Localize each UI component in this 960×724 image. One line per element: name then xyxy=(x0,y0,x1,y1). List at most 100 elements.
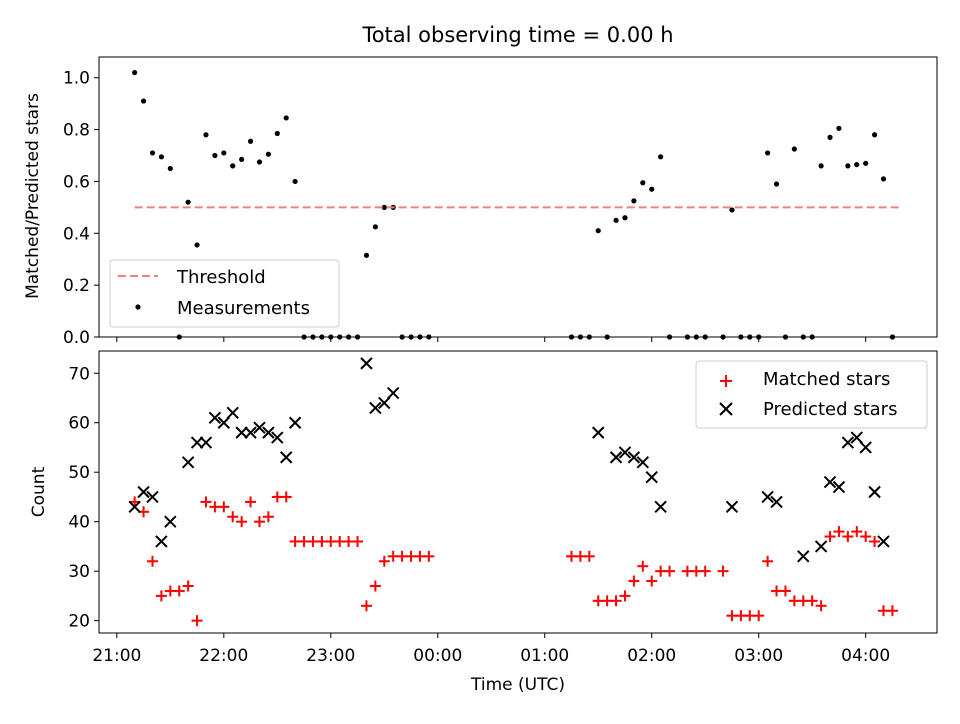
measurement-point xyxy=(836,125,842,131)
predicted-star-point xyxy=(217,416,231,429)
predicted-star-point xyxy=(645,470,658,484)
predicted-star-mark-b xyxy=(654,500,667,514)
predicted-star-point xyxy=(271,431,284,444)
predicted-star-mark-b xyxy=(199,436,213,449)
predicted-star-point xyxy=(226,406,239,420)
matched-star-point xyxy=(423,550,435,562)
matched-star-point xyxy=(762,555,774,567)
predicted-star-point xyxy=(360,357,373,370)
matched-star-point xyxy=(253,516,265,528)
bottom-y-tick-label: 20 xyxy=(68,612,90,632)
matched-star-point xyxy=(851,526,863,538)
predicted-star-point xyxy=(208,411,222,424)
top-y-tick-label: 0.6 xyxy=(63,172,90,192)
bottom-x-axis: 21:00 22:00 23:00 00:00 01:00 02:00 03:00 04:00 xyxy=(92,633,890,666)
predicted-star-mark-b xyxy=(832,480,846,494)
matched-star-point xyxy=(191,615,203,627)
measurement-point xyxy=(658,154,664,160)
bottom-x-tick-label: 00:00 xyxy=(413,646,462,666)
bottom-axes-frame xyxy=(98,350,938,634)
predicted-star-point xyxy=(832,480,846,494)
predicted-star-point xyxy=(235,426,248,439)
predicted-star-mark-b xyxy=(217,416,231,429)
predicted-star-mark-b xyxy=(814,540,828,553)
measurement-point xyxy=(871,132,878,138)
predicted-star-mark-b xyxy=(868,485,881,499)
measurement-point xyxy=(854,161,860,168)
predicted-star-mark-b xyxy=(841,436,855,449)
predicted-star-mark-b xyxy=(208,411,222,424)
measurement-point xyxy=(132,69,138,76)
top-y-tick-label: 0.2 xyxy=(63,276,90,296)
top-axes-frame xyxy=(98,56,938,338)
matched-star-point xyxy=(833,526,845,538)
bottom-y-tick-label: 40 xyxy=(68,513,90,533)
predicted-star-mark-b xyxy=(592,426,605,439)
matched-star-point xyxy=(646,575,658,587)
predicted-star-point xyxy=(841,436,855,449)
measurement-point xyxy=(265,151,271,157)
predicted-star-mark-b xyxy=(288,416,302,429)
matched-star-point xyxy=(280,491,292,503)
top-y-tick-label: 0.0 xyxy=(63,328,90,348)
predicted-star-point xyxy=(128,500,141,514)
measurement-point xyxy=(863,160,869,166)
predicted-star-mark-b xyxy=(253,421,266,434)
measurement-point xyxy=(212,152,218,159)
predicted-star-mark-b xyxy=(226,406,239,420)
measurement-point xyxy=(372,224,378,230)
predicted-star-point xyxy=(636,456,650,469)
predicted-star-mark-b xyxy=(190,436,204,449)
predicted-star-point xyxy=(386,386,400,400)
predicted-star-mark-b xyxy=(128,500,141,514)
measurement-point xyxy=(827,134,833,140)
predicted-star-point xyxy=(592,426,605,439)
predicted-star-mark-b xyxy=(627,451,641,464)
top-y-tick-label: 1.0 xyxy=(63,69,90,89)
predicted-star-mark-b xyxy=(146,490,159,504)
predicted-star-mark-b xyxy=(271,431,284,444)
matched-star-point xyxy=(779,585,791,597)
predicted-star-point xyxy=(369,401,382,415)
measurement-point xyxy=(221,150,227,156)
measurement-point xyxy=(239,156,245,163)
measurement-point xyxy=(140,98,147,104)
bottom-x-tick-label: 23:00 xyxy=(306,646,355,666)
predicted-star-point xyxy=(244,426,257,439)
bottom-y-tick-label: 30 xyxy=(68,562,90,582)
bottom-legend: Matched stars Predicted stars xyxy=(695,360,928,429)
bottom-y-axis: 20 30 40 50 60 70 xyxy=(68,364,99,632)
predicted-star-mark-b xyxy=(636,456,650,469)
predicted-star-mark-b xyxy=(386,386,400,400)
predicted-star-mark-b xyxy=(155,535,168,548)
measurement-point xyxy=(773,181,780,187)
bottom-y-axis-label: Count xyxy=(29,466,49,517)
predicted-star-mark-b xyxy=(137,485,150,499)
matched-star-point xyxy=(245,496,257,508)
bottom-x-axis-label: Time (UTC) xyxy=(470,675,565,695)
top-chart-title: Total observing time = 0.00 h xyxy=(361,23,673,47)
measurement-point xyxy=(283,115,289,121)
matched-star-point xyxy=(717,565,729,577)
predicted-star-mark-b xyxy=(761,490,774,504)
top-legend: Threshold Measurements xyxy=(109,259,340,328)
measurement-point xyxy=(167,165,173,172)
matched-star-point xyxy=(860,531,872,543)
measurement-point xyxy=(845,163,851,169)
matched-star-point xyxy=(227,511,239,523)
measurement-point xyxy=(649,186,655,192)
matched-star-point xyxy=(806,595,818,607)
predicted-star-point xyxy=(814,540,828,553)
predicted-star-mark-b xyxy=(360,357,373,370)
predicted-star-point xyxy=(181,456,195,469)
top-x-axis-ticks xyxy=(116,337,867,342)
measurement-point xyxy=(791,146,797,152)
matched-star-point xyxy=(628,575,640,587)
matched-star-point xyxy=(218,501,230,513)
predicted-star-point xyxy=(877,535,890,548)
bottom-x-tick-label: 21:00 xyxy=(92,646,141,666)
predicted-star-point xyxy=(137,485,150,499)
legend-predicted-label: Predicted stars xyxy=(763,399,897,420)
legend-threshold-label: Threshold xyxy=(176,267,266,288)
matched-star-point xyxy=(378,555,390,567)
